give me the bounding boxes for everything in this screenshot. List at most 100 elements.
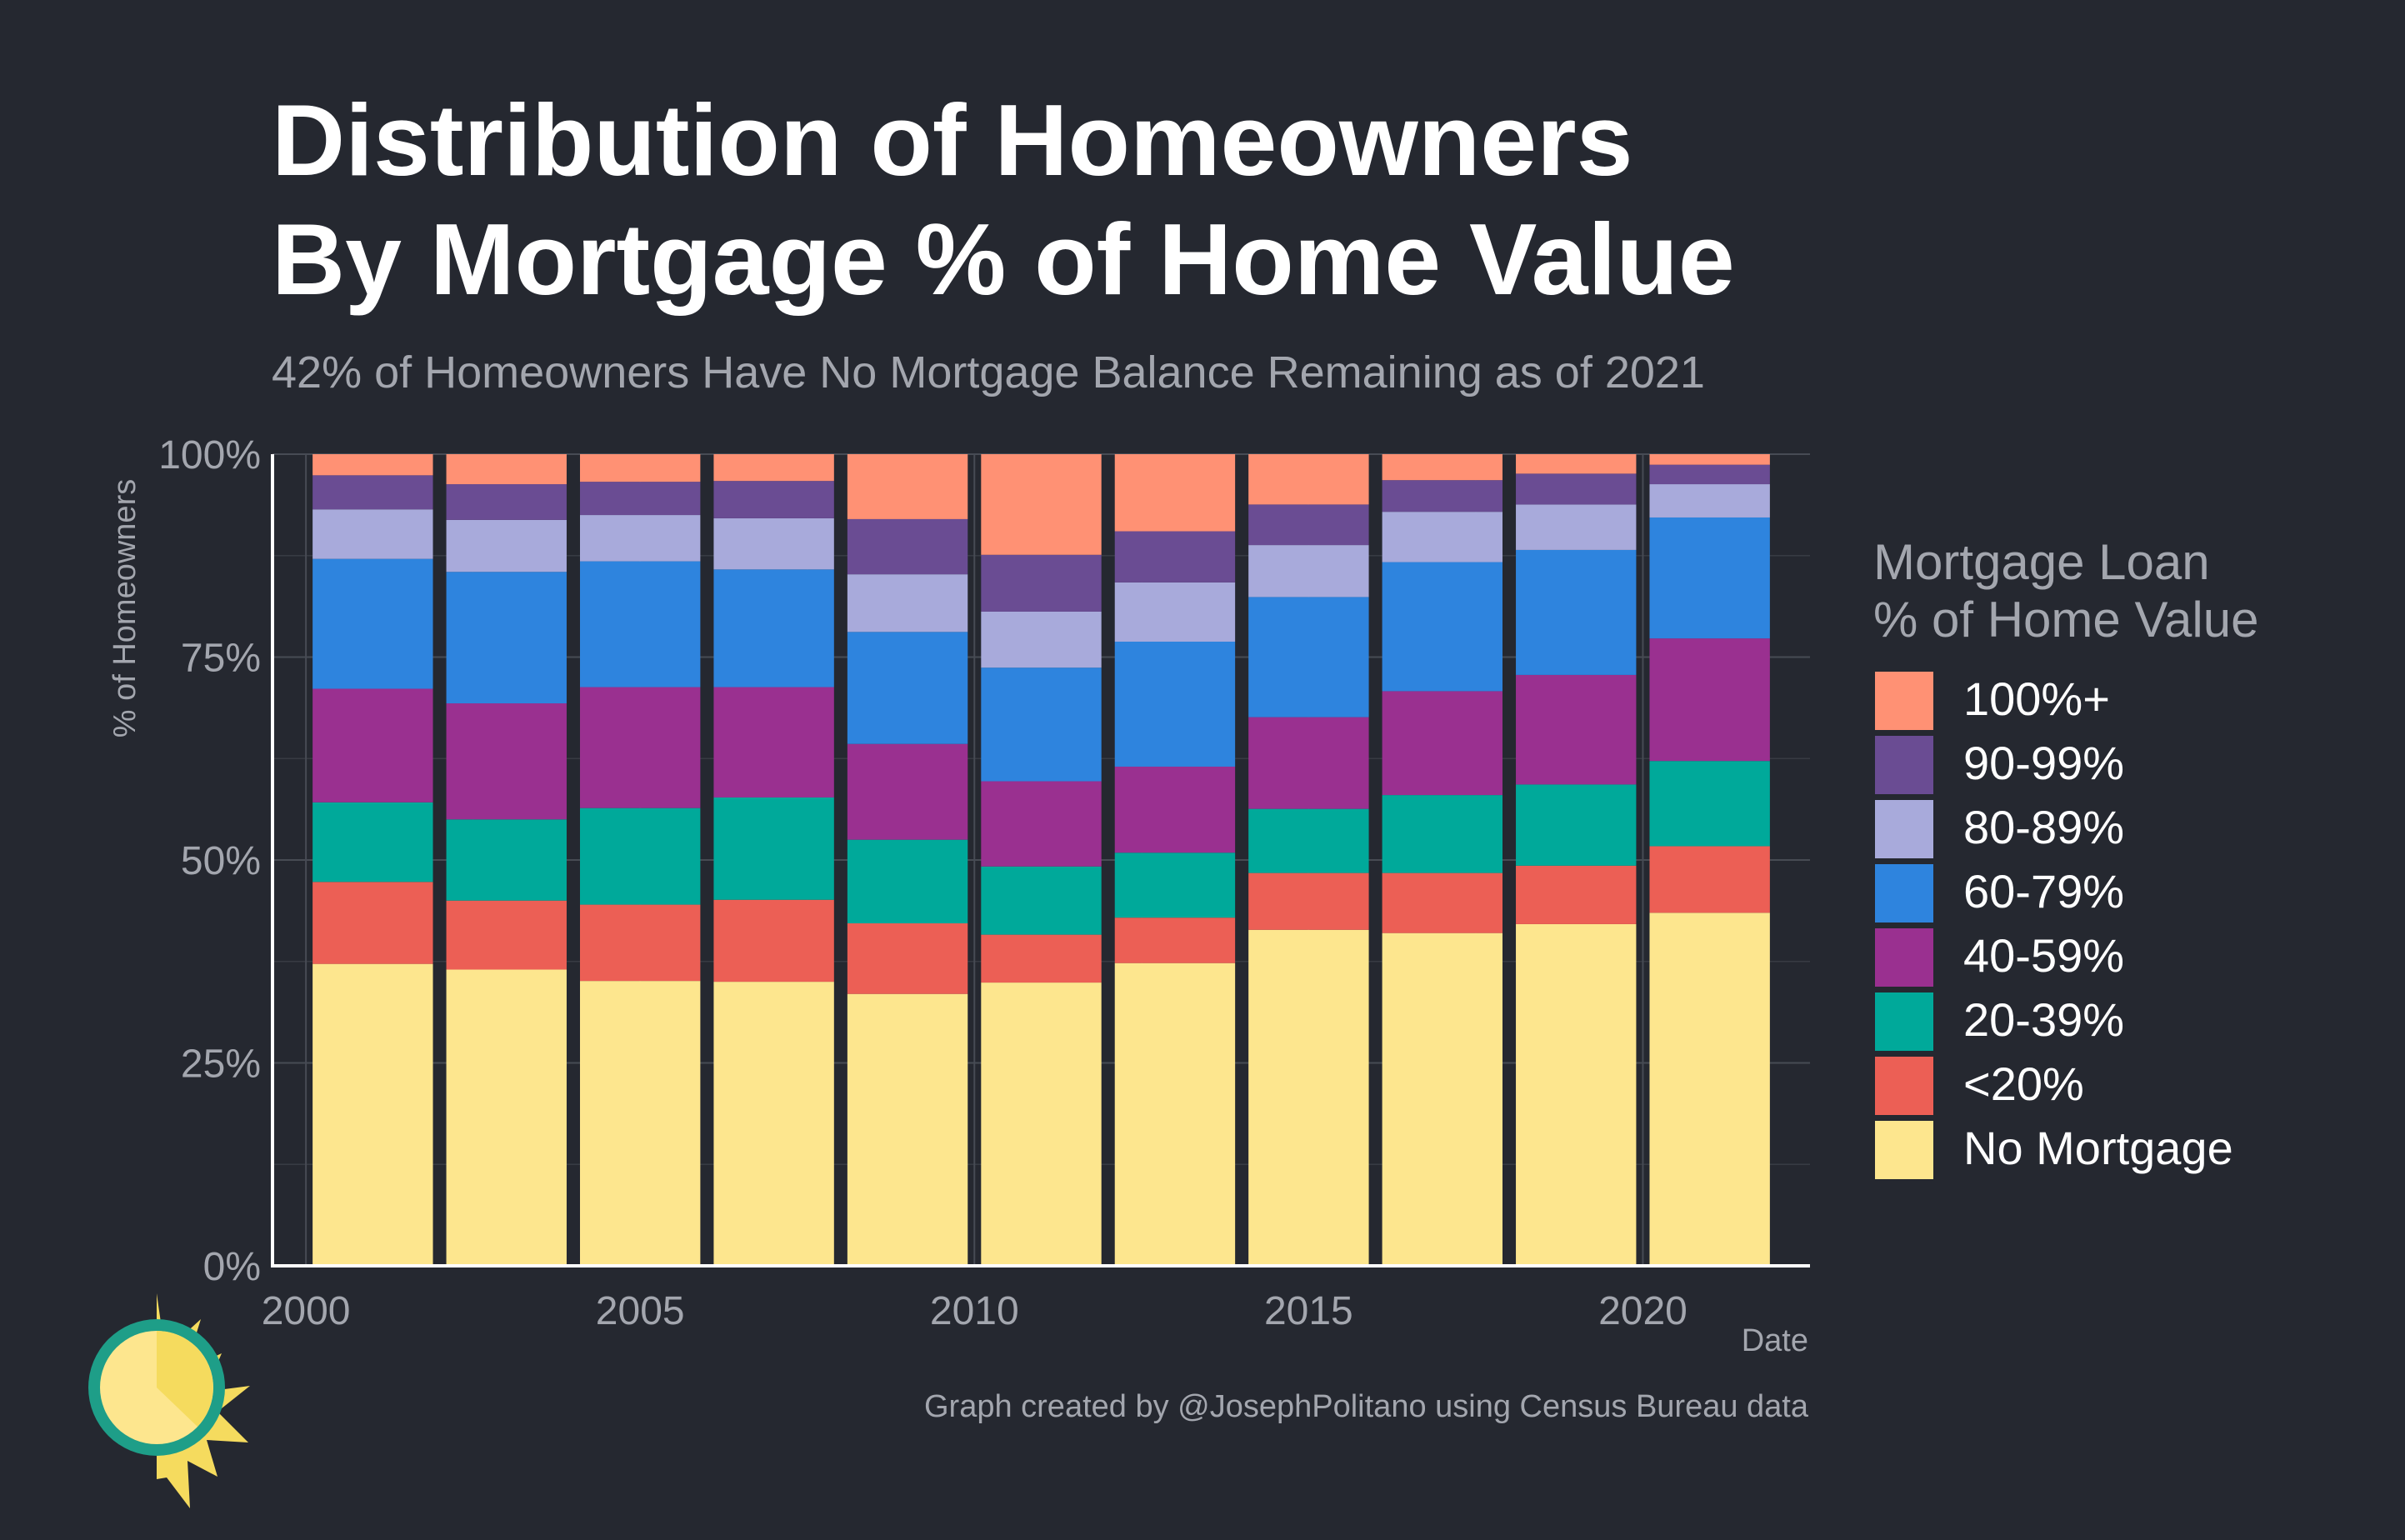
y-tick-label: 25% xyxy=(181,1042,261,1087)
bar-segment xyxy=(1382,691,1502,796)
bar-segment xyxy=(312,475,433,510)
bar-segment xyxy=(1382,795,1502,873)
tick-labels: 0% 25% 50% 75% 100% 2000 2005 2010 2015 2020 xyxy=(158,433,1688,1333)
bar-segment xyxy=(1114,766,1236,853)
bar-segment xyxy=(1248,929,1369,1266)
x-axis-label: Date xyxy=(1742,1323,1808,1358)
bar-segment xyxy=(446,484,567,520)
bar-segment xyxy=(312,802,433,882)
bar-segment xyxy=(1382,562,1502,692)
bar-segment xyxy=(713,481,834,518)
bar-segment xyxy=(312,688,433,802)
bar-segment xyxy=(446,969,567,1266)
legend-label: 20-39% xyxy=(1963,993,2124,1046)
bar-segment xyxy=(1114,962,1236,1266)
bar-segment xyxy=(847,839,968,923)
bar-segment xyxy=(847,518,968,575)
chart-title-line-2: By Mortgage % of Home Value xyxy=(272,202,1735,316)
bar-segment xyxy=(1248,504,1369,546)
bar-segment xyxy=(446,454,567,485)
chart-subtitle: 42% of Homeowners Have No Mortgage Balan… xyxy=(272,348,1705,398)
bar-segment xyxy=(312,454,433,476)
legend-swatch xyxy=(1875,800,1933,858)
bar-segment xyxy=(1649,484,1770,518)
bar-segment xyxy=(1382,454,1502,481)
y-tick-label: 100% xyxy=(158,433,261,478)
y-tick-label: 50% xyxy=(181,839,261,883)
bar-segment xyxy=(981,781,1102,867)
legend-swatch xyxy=(1875,736,1933,794)
bar-segment xyxy=(1382,872,1502,933)
y-tick-label: 75% xyxy=(181,637,261,681)
bar-segment xyxy=(446,819,567,901)
legend-label: 40-59% xyxy=(1963,929,2124,982)
legend-title-line-2: % of Home Value xyxy=(1873,592,2258,648)
bar-segment xyxy=(1649,761,1770,847)
legend-label: 60-79% xyxy=(1963,865,2124,918)
bar-segment xyxy=(981,454,1102,555)
bar-segment xyxy=(981,982,1102,1266)
legend-label: 90-99% xyxy=(1963,737,2124,789)
bar-segment xyxy=(981,934,1102,983)
bar-segment xyxy=(847,454,968,519)
axes xyxy=(271,454,1810,1268)
x-tick-label: 2005 xyxy=(596,1289,685,1333)
bar-segment xyxy=(1114,454,1236,532)
bar-segment xyxy=(1248,454,1369,505)
bar-segment xyxy=(713,569,834,688)
bar-segment xyxy=(1516,674,1637,785)
legend-swatch xyxy=(1875,992,1933,1051)
legend-swatch xyxy=(1875,672,1933,730)
legend-label: <20% xyxy=(1963,1058,2084,1110)
bar-segment xyxy=(713,798,834,900)
bar-segment xyxy=(1382,512,1502,562)
bar-segment xyxy=(847,574,968,632)
bar-segment xyxy=(1114,918,1236,963)
legend: Mortgage Loan % of Home Value 100%+ 90-99… xyxy=(1873,534,2258,1179)
bar-segment xyxy=(1649,454,1770,465)
bar-segment xyxy=(580,561,701,688)
x-tick-label: 2020 xyxy=(1598,1289,1688,1333)
bar-segment xyxy=(580,981,701,1266)
bar-segment xyxy=(1382,932,1502,1266)
legend-swatch xyxy=(1875,864,1933,922)
bar-segment xyxy=(1114,582,1236,642)
bar-segment xyxy=(847,993,968,1266)
bar-segment xyxy=(1248,597,1369,718)
sun-logo-highlight xyxy=(157,1331,213,1427)
bar-segment xyxy=(713,454,834,482)
bar-segment xyxy=(446,900,567,970)
bar-segment xyxy=(713,899,834,982)
bar-segment xyxy=(1649,638,1770,762)
bar-segment xyxy=(1114,531,1236,582)
bar-segment xyxy=(1248,808,1369,873)
bar-segment xyxy=(713,518,834,570)
legend-swatch xyxy=(1875,928,1933,987)
bar-segment xyxy=(981,866,1102,935)
legend-swatch xyxy=(1875,1057,1933,1115)
bar-segment xyxy=(580,515,701,562)
sun-logo-icon xyxy=(88,1293,250,1508)
bar-segment xyxy=(713,982,834,1266)
legend-label: No Mortgage xyxy=(1963,1122,2233,1174)
bar-segment xyxy=(1516,784,1637,866)
bar-segment xyxy=(580,687,701,808)
bar-segment xyxy=(1114,641,1236,767)
legend-title-line-1: Mortgage Loan xyxy=(1873,534,2210,590)
chart-caption: Graph created by @JosephPolitano using C… xyxy=(924,1389,1809,1424)
bar-segment xyxy=(312,963,433,1266)
bar-segment xyxy=(1516,473,1637,505)
bar-segment xyxy=(312,558,433,689)
bar-segment xyxy=(1114,852,1236,918)
bar-segment xyxy=(981,611,1102,668)
y-axis-label: % of Homeowners xyxy=(108,479,142,738)
legend-items: 100%+ 90-99% 80-89% 60-79% 40-59% 20-39% <20% N… xyxy=(1875,672,2233,1179)
legend-label: 80-89% xyxy=(1963,801,2124,853)
bar-segment xyxy=(1382,480,1502,512)
bar-segment xyxy=(1516,504,1637,550)
bar-segment xyxy=(847,632,968,744)
chart-title-line-1: Distribution of Homeowners xyxy=(272,83,1632,197)
bar-segment xyxy=(1649,517,1770,639)
bar-segment xyxy=(580,808,701,905)
